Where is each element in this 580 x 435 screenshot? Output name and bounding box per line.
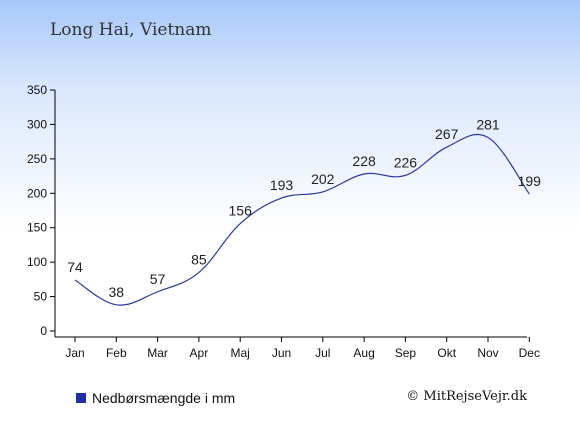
y-tick-label: 250 <box>27 152 47 166</box>
y-tick-label: 350 <box>27 83 47 97</box>
data-label: 57 <box>150 271 166 287</box>
y-tick-label: 50 <box>34 290 48 304</box>
data-label: 74 <box>67 259 83 275</box>
y-tick-label: 100 <box>27 255 47 269</box>
x-tick-label: Jun <box>272 346 291 360</box>
x-tick-label: Apr <box>190 346 209 360</box>
data-label: 226 <box>394 154 418 170</box>
series-line <box>74 133 530 306</box>
x-tick-label: Feb <box>106 346 127 360</box>
y-tick-label: 0 <box>40 324 47 338</box>
x-tick-label: Sep <box>395 346 417 360</box>
chart-title: Long Hai, Vietnam <box>50 20 212 40</box>
data-label: 193 <box>270 177 294 193</box>
y-tick-label: 150 <box>27 221 47 235</box>
x-tick-label: Mar <box>147 346 168 360</box>
x-tick-label: Aug <box>353 346 374 360</box>
data-label: 85 <box>191 251 207 267</box>
credit-text: © MitRejseVejr.dk <box>406 389 527 404</box>
legend-label: Nedbørsmængde i mm <box>92 390 236 406</box>
data-label: 202 <box>311 171 335 187</box>
legend-swatch-icon <box>76 393 86 403</box>
data-label: 267 <box>435 126 459 142</box>
x-tick-label: Dec <box>519 346 540 360</box>
y-tick-label: 300 <box>27 117 47 131</box>
legend: Nedbørsmængde i mm <box>76 390 235 406</box>
x-tick-label: Maj <box>231 346 250 360</box>
data-label: 228 <box>352 153 376 169</box>
x-tick-label: Jul <box>315 346 330 360</box>
data-label: 281 <box>476 117 500 133</box>
data-label: 156 <box>229 203 253 219</box>
data-label: 38 <box>109 284 125 300</box>
x-tick-label: Okt <box>437 346 456 360</box>
x-tick-label: Nov <box>477 346 498 360</box>
x-tick-label: Jan <box>65 346 84 360</box>
data-label: 199 <box>518 173 542 189</box>
y-tick-label: 200 <box>27 186 47 200</box>
